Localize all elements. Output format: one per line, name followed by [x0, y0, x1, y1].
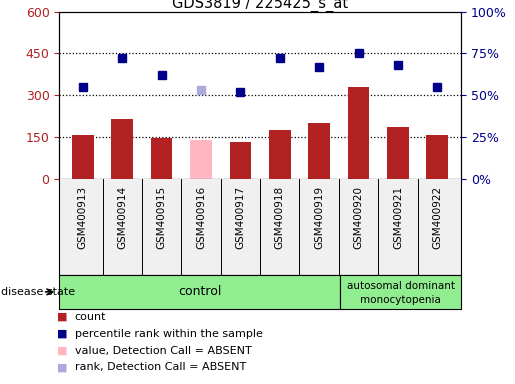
- Bar: [59, 275, 340, 309]
- Text: GSM400918: GSM400918: [275, 186, 285, 249]
- Bar: [151, 138, 173, 179]
- Bar: [190, 140, 212, 179]
- Text: disease state: disease state: [1, 287, 75, 297]
- Bar: [269, 130, 290, 179]
- Text: GSM400914: GSM400914: [117, 186, 127, 249]
- Text: autosomal dominant: autosomal dominant: [347, 281, 455, 291]
- Text: GSM400922: GSM400922: [432, 186, 442, 249]
- Text: value, Detection Call = ABSENT: value, Detection Call = ABSENT: [75, 346, 251, 356]
- Bar: [230, 142, 251, 179]
- Text: ■: ■: [57, 362, 67, 372]
- Text: ■: ■: [57, 312, 67, 322]
- Text: GSM400917: GSM400917: [235, 186, 245, 249]
- Text: monocytopenia: monocytopenia: [360, 295, 441, 306]
- Title: GDS3819 / 225425_s_at: GDS3819 / 225425_s_at: [172, 0, 348, 12]
- Bar: [426, 136, 448, 179]
- Text: percentile rank within the sample: percentile rank within the sample: [75, 329, 263, 339]
- Bar: [111, 119, 133, 179]
- Bar: [348, 87, 369, 179]
- Text: ■: ■: [57, 346, 67, 356]
- Text: GSM400913: GSM400913: [78, 186, 88, 249]
- Text: GSM400916: GSM400916: [196, 186, 206, 249]
- Bar: [72, 136, 94, 179]
- Text: control: control: [178, 285, 221, 298]
- Text: GSM400921: GSM400921: [393, 186, 403, 249]
- Bar: [308, 123, 330, 179]
- Text: rank, Detection Call = ABSENT: rank, Detection Call = ABSENT: [75, 362, 246, 372]
- Text: ■: ■: [57, 329, 67, 339]
- Bar: [340, 275, 461, 309]
- Bar: [387, 127, 409, 179]
- Text: GSM400919: GSM400919: [314, 186, 324, 249]
- Text: GSM400915: GSM400915: [157, 186, 167, 249]
- Text: GSM400920: GSM400920: [353, 186, 364, 249]
- Text: count: count: [75, 312, 106, 322]
